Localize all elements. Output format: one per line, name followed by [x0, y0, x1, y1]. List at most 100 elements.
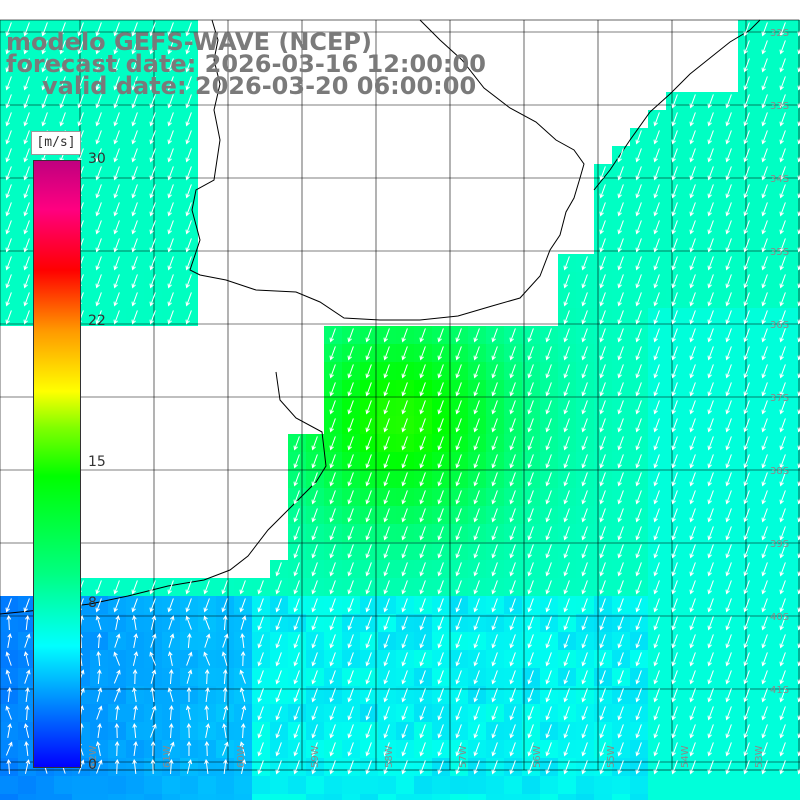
wind-cell [486, 776, 504, 794]
wind-cell [324, 794, 342, 800]
wind-cell [666, 776, 684, 794]
colorbar [33, 160, 81, 768]
wind-cell [486, 794, 504, 800]
lat-label-40S: 40S [770, 612, 789, 623]
wind-cell [18, 776, 36, 794]
wind-cell [702, 776, 720, 794]
lon-label-53W: 53W [754, 745, 765, 768]
lon-label-54W: 54W [680, 745, 691, 768]
wind-cell [234, 794, 252, 800]
colorbar-tick-22: 22 [88, 313, 106, 329]
wind-cell [612, 776, 630, 794]
wind-cell [396, 776, 414, 794]
wind-cell [162, 776, 180, 794]
wind-cell [18, 794, 36, 800]
wind-cell [738, 794, 756, 800]
wind-cell [378, 776, 396, 794]
colorbar-units: [m/s] [31, 131, 81, 155]
wind-cell [90, 776, 108, 794]
wind-cell [720, 794, 738, 800]
wind-cell [288, 794, 306, 800]
wind-cell [630, 776, 648, 794]
wind-cell [576, 794, 594, 800]
lon-label-59W: 59W [310, 745, 321, 768]
wind-cell [612, 794, 630, 800]
wind-cell [378, 794, 396, 800]
wind-cell [324, 776, 342, 794]
lat-label-36S: 36S [770, 320, 789, 331]
wind-cell [792, 776, 800, 794]
wind-cell [360, 776, 378, 794]
lat-label-32S: 32S [770, 28, 789, 39]
wind-cell [234, 776, 252, 794]
wind-cell [36, 776, 54, 794]
wind-cell [108, 776, 126, 794]
wind-cell [216, 794, 234, 800]
wind-cell [468, 794, 486, 800]
wind-cell [648, 794, 666, 800]
wind-cell [558, 776, 576, 794]
wind-cell [180, 794, 198, 800]
wind-cell [594, 794, 612, 800]
wind-cell [360, 794, 378, 800]
wind-cell [252, 776, 270, 794]
wind-cell [522, 794, 540, 800]
wind-cell [684, 776, 702, 794]
wind-cell [162, 794, 180, 800]
wind-cell [306, 776, 324, 794]
wind-cell [540, 794, 558, 800]
wind-cell [666, 794, 684, 800]
wind-cell [630, 794, 648, 800]
wind-cell [72, 776, 90, 794]
wind-cell [468, 776, 486, 794]
wind-cell [414, 794, 432, 800]
wind-cell [576, 776, 594, 794]
wind-cell [198, 776, 216, 794]
wind-cell [702, 794, 720, 800]
wind-cell [558, 794, 576, 800]
wind-cell [126, 776, 144, 794]
wind-cell [450, 794, 468, 800]
lon-label-60W: 60W [236, 745, 247, 768]
wind-cell [522, 776, 540, 794]
wind-cell [684, 794, 702, 800]
wind-cell [54, 776, 72, 794]
wind-cell [648, 776, 666, 794]
wind-cell [504, 794, 522, 800]
wind-cell [252, 794, 270, 800]
wind-cell [756, 776, 774, 794]
wind-cell [54, 794, 72, 800]
wind-cell [414, 776, 432, 794]
wind-cell [0, 794, 18, 800]
lon-label-61W: 61W [162, 745, 173, 768]
wind-cell [198, 794, 216, 800]
lon-label-56W: 56W [532, 745, 543, 768]
lat-label-38S: 38S [770, 466, 789, 477]
lon-label-55W: 55W [606, 745, 617, 768]
colorbar-tick-30: 30 [88, 151, 106, 167]
wind-cell [180, 776, 198, 794]
lat-label-39S: 39S [770, 539, 789, 550]
wind-cell [90, 794, 108, 800]
wind-cell [36, 794, 54, 800]
wind-cell [720, 776, 738, 794]
wind-cell [396, 794, 414, 800]
wind-cell [342, 776, 360, 794]
colorbar-tick-0: 0 [88, 757, 97, 773]
wind-cell [144, 794, 162, 800]
wind-cell [270, 776, 288, 794]
lat-label-33S: 33S [770, 101, 789, 112]
wind-cell [450, 776, 468, 794]
lon-label-57W: 57W [458, 745, 469, 768]
wind-cell [288, 776, 306, 794]
lon-label-58W: 58W [384, 745, 395, 768]
wind-cell [144, 776, 162, 794]
lat-label-34S: 34S [770, 174, 789, 185]
wind-cell [792, 794, 800, 800]
wind-cell [594, 776, 612, 794]
wind-cell [738, 776, 756, 794]
wind-cell [342, 794, 360, 800]
wind-cell [432, 776, 450, 794]
valid-date: valid date: 2026-03-20 06:00:00 [42, 74, 476, 98]
